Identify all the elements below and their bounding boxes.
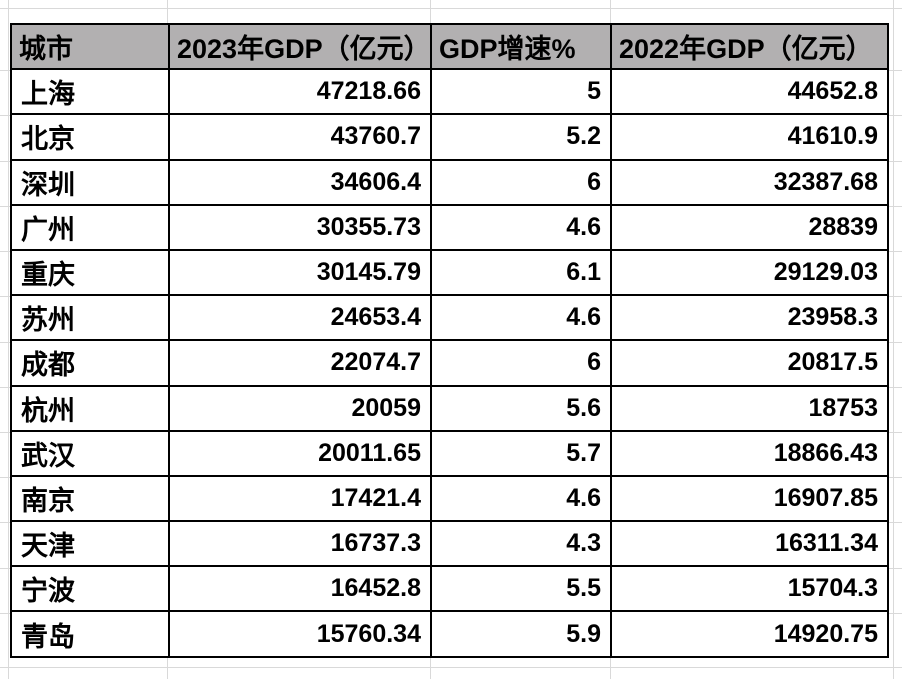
table-row: 苏州 24653.4 4.6 23958.3 (10, 294, 889, 342)
growth-cell[interactable]: 4.3 (430, 520, 612, 568)
gdp2022-cell[interactable]: 23958.3 (610, 294, 889, 342)
city-cell[interactable]: 成都 (10, 339, 170, 387)
growth-cell[interactable]: 6.1 (430, 248, 612, 297)
gdp-table-body: 上海 47218.66 5 44652.8 北京 43760.7 5.2 416… (10, 68, 889, 658)
header-row: 城市 2023年GDP（亿元） GDP增速% 2022年GDP（亿元） (10, 22, 889, 71)
city-cell[interactable]: 苏州 (10, 294, 170, 342)
header-cell-growth[interactable]: GDP增速% (430, 22, 612, 71)
gdp2023-cell[interactable]: 30145.79 (168, 248, 432, 297)
gdp2023-cell[interactable]: 16452.8 (168, 565, 432, 613)
city-cell[interactable]: 北京 (10, 113, 170, 161)
table-row: 广州 30355.73 4.6 28839 (10, 203, 889, 251)
city-cell[interactable]: 杭州 (10, 384, 170, 432)
growth-cell[interactable]: 5.5 (430, 565, 612, 613)
gdp2022-cell[interactable]: 16907.85 (610, 474, 889, 523)
gdp-table: 城市 2023年GDP（亿元） GDP增速% 2022年GDP（亿元） 上海 4… (10, 22, 889, 658)
growth-cell[interactable]: 4.6 (430, 203, 612, 251)
growth-cell[interactable]: 5.7 (430, 429, 612, 477)
gdp2022-cell[interactable]: 15704.3 (610, 565, 889, 613)
growth-cell[interactable]: 5 (430, 68, 612, 116)
gdp2023-cell[interactable]: 22074.7 (168, 339, 432, 387)
growth-cell[interactable]: 6 (430, 339, 612, 387)
gdp2023-cell[interactable]: 17421.4 (168, 474, 432, 523)
gdp2022-cell[interactable]: 18866.43 (610, 429, 889, 477)
gdp2022-cell[interactable]: 18753 (610, 384, 889, 432)
growth-cell[interactable]: 4.6 (430, 474, 612, 523)
city-cell[interactable]: 天津 (10, 520, 170, 568)
header-cell-city[interactable]: 城市 (10, 22, 170, 71)
city-cell[interactable]: 南京 (10, 474, 170, 523)
table-row: 杭州 20059 5.6 18753 (10, 384, 889, 432)
table-row: 深圳 34606.4 6 32387.68 (10, 158, 889, 206)
table-row: 天津 16737.3 4.3 16311.34 (10, 520, 889, 568)
growth-cell[interactable]: 5.2 (430, 113, 612, 161)
city-cell[interactable]: 武汉 (10, 429, 170, 477)
gdp2022-cell[interactable]: 16311.34 (610, 520, 889, 568)
gdp2023-cell[interactable]: 43760.7 (168, 113, 432, 161)
gdp-table-header: 城市 2023年GDP（亿元） GDP增速% 2022年GDP（亿元） (10, 22, 889, 71)
gdp2023-cell[interactable]: 34606.4 (168, 158, 432, 206)
table-row: 南京 17421.4 4.6 16907.85 (10, 474, 889, 523)
gdp2022-cell[interactable]: 29129.03 (610, 248, 889, 297)
city-cell[interactable]: 广州 (10, 203, 170, 251)
gdp2022-cell[interactable]: 32387.68 (610, 158, 889, 206)
growth-cell[interactable]: 6 (430, 158, 612, 206)
gdp2023-cell[interactable]: 16737.3 (168, 520, 432, 568)
gdp2022-cell[interactable]: 41610.9 (610, 113, 889, 161)
gdp2023-cell[interactable]: 20011.65 (168, 429, 432, 477)
table-row: 上海 47218.66 5 44652.8 (10, 68, 889, 116)
grid-row-line (0, 667, 902, 668)
grid-col-line (8, 0, 9, 679)
gdp2023-cell[interactable]: 47218.66 (168, 68, 432, 116)
growth-cell[interactable]: 5.9 (430, 610, 612, 658)
gdp2022-cell[interactable]: 20817.5 (610, 339, 889, 387)
gdp2022-cell[interactable]: 44652.8 (610, 68, 889, 116)
gdp2022-cell[interactable]: 28839 (610, 203, 889, 251)
gdp2023-cell[interactable]: 30355.73 (168, 203, 432, 251)
city-cell[interactable]: 宁波 (10, 565, 170, 613)
header-cell-gdp2022[interactable]: 2022年GDP（亿元） (610, 22, 889, 71)
table-row: 重庆 30145.79 6.1 29129.03 (10, 248, 889, 297)
gdp2023-cell[interactable]: 24653.4 (168, 294, 432, 342)
growth-cell[interactable]: 5.6 (430, 384, 612, 432)
grid-col-line (893, 0, 894, 679)
growth-cell[interactable]: 4.6 (430, 294, 612, 342)
table-row: 北京 43760.7 5.2 41610.9 (10, 113, 889, 161)
city-cell[interactable]: 深圳 (10, 158, 170, 206)
city-cell[interactable]: 青岛 (10, 610, 170, 658)
gdp2023-cell[interactable]: 15760.34 (168, 610, 432, 658)
header-cell-gdp2023[interactable]: 2023年GDP（亿元） (168, 22, 432, 71)
table-row: 成都 22074.7 6 20817.5 (10, 339, 889, 387)
gdp2022-cell[interactable]: 14920.75 (610, 610, 889, 658)
city-cell[interactable]: 上海 (10, 68, 170, 116)
gdp2023-cell[interactable]: 20059 (168, 384, 432, 432)
grid-row-line (0, 8, 902, 9)
city-cell[interactable]: 重庆 (10, 248, 170, 297)
table-row: 武汉 20011.65 5.7 18866.43 (10, 429, 889, 477)
table-row: 青岛 15760.34 5.9 14920.75 (10, 610, 889, 658)
table-row: 宁波 16452.8 5.5 15704.3 (10, 565, 889, 613)
